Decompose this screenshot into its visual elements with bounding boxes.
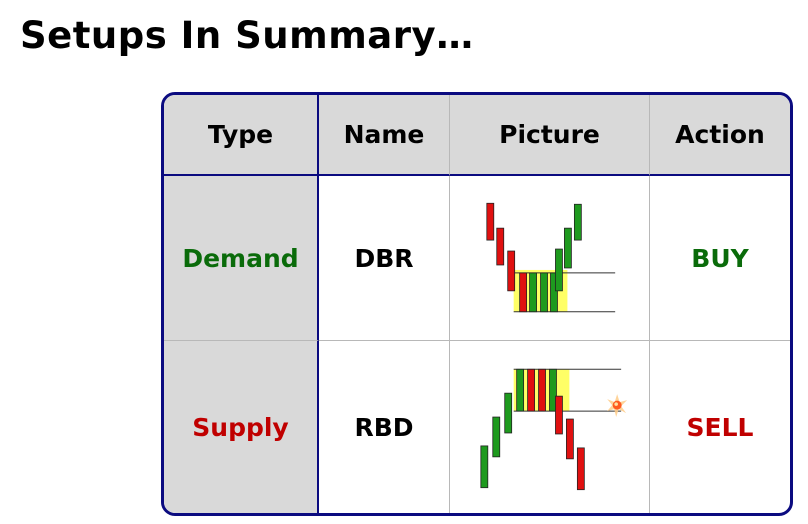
bear-candle: [566, 418, 574, 460]
bull-candle: [540, 272, 548, 312]
picture-dbr: [450, 176, 650, 341]
bear-candle: [555, 395, 563, 435]
header-picture: Picture: [450, 95, 650, 176]
bull-candle: [529, 272, 537, 312]
bear-candle: [538, 368, 546, 412]
rbd-candles-diagram: [480, 368, 628, 491]
header-name: Name: [319, 95, 450, 176]
bear-candle: [496, 227, 505, 265]
bear-candle: [507, 250, 516, 291]
header-action: Action: [650, 95, 790, 176]
bull-candle: [492, 416, 501, 458]
name-dbr: DBR: [319, 176, 450, 341]
bull-candle: [516, 368, 525, 412]
action-sell: SELL: [686, 412, 754, 442]
picture-rbd: [450, 341, 650, 513]
bull-candle: [550, 272, 558, 312]
bear-candle: [576, 447, 585, 491]
bear-candle: [527, 368, 535, 412]
bull-candle: [555, 248, 563, 291]
bull-candle: [480, 445, 489, 489]
type-demand: Demand: [164, 176, 319, 341]
dbr-candles-diagram: [486, 202, 616, 312]
page-title: Setups In Summary…: [20, 14, 474, 57]
header-type: Type: [164, 95, 319, 176]
bear-candle: [519, 272, 528, 312]
bear-candle: [486, 202, 495, 240]
bull-candle: [504, 392, 513, 434]
type-supply: Supply: [164, 341, 319, 513]
breakout-star-icon: [607, 394, 628, 418]
setups-table: Type Name Picture Action Demand DBR: [161, 92, 793, 516]
bull-candle: [564, 227, 572, 268]
bull-candle: [573, 203, 582, 240]
action-buy: BUY: [650, 176, 790, 341]
name-rbd: RBD: [319, 341, 450, 513]
bull-candle: [549, 368, 557, 412]
